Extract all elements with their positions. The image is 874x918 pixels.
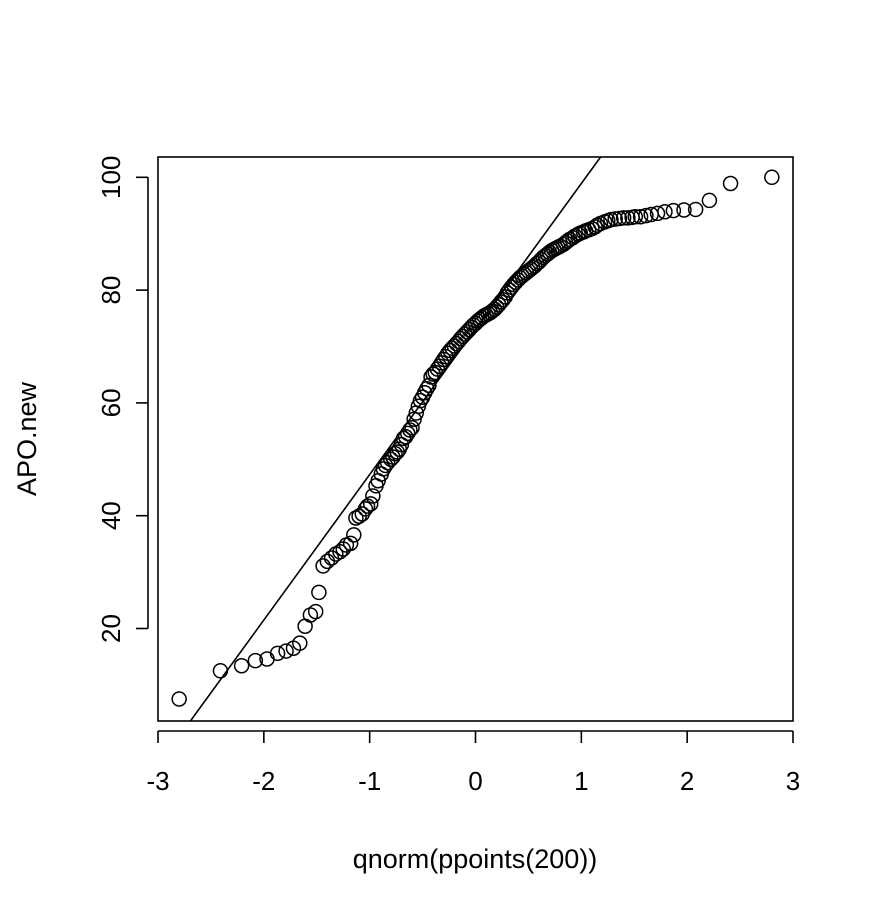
qq-reference-line [189,157,602,721]
data-point [362,496,379,512]
x-tick-label: -1 [358,766,381,796]
x-axis-title: qnorm(ppoints(200)) [353,844,598,874]
data-point [615,210,632,226]
x-tick-label: 3 [786,766,800,796]
data-point [247,652,264,669]
data-point [233,657,250,674]
y-axis-title: APO.new [12,381,42,496]
data-point [657,203,673,220]
reference-line-group [189,157,602,721]
data-point [421,377,437,394]
data-point [701,192,718,209]
y-tick-label: 20 [96,614,126,643]
data-point [342,535,359,552]
data-point [307,603,324,620]
y-tick-label: 40 [96,501,126,530]
x-tick-label: 2 [680,766,694,796]
data-point [676,202,692,218]
data-point [412,392,429,409]
data-point [311,584,327,601]
x-tick-label: 0 [468,766,482,796]
data-point [627,209,644,225]
data-point [764,169,780,186]
y-tick-label: 80 [96,276,126,305]
x-tick-label: -3 [146,766,169,796]
data-point [687,201,704,218]
data-point [359,498,376,514]
data-point [212,663,229,679]
y-axis: 20 40 60 80 100 [96,156,149,643]
data-point [269,645,286,662]
x-axis: -3 -2 -1 0 1 2 3 [146,730,800,796]
data-point [402,422,418,438]
data-point [292,635,308,651]
data-point [638,207,654,224]
points-group [171,169,780,707]
data-point [278,643,294,659]
data-point [171,691,187,707]
data-point [649,205,666,222]
data-point [665,202,682,219]
data-point [346,527,362,543]
data-point [632,209,649,225]
data-point [589,217,605,233]
data-point [389,444,405,460]
y-tick-label: 100 [96,156,126,199]
plot-frame [157,156,794,722]
y-tick-label: 60 [96,388,126,417]
x-tick-label: -2 [252,766,275,796]
data-point [365,488,381,504]
x-tick-label: 1 [574,766,588,796]
data-point [319,553,336,570]
data-point [722,175,739,192]
data-point [357,501,374,517]
data-point [315,558,331,574]
data-point [404,419,420,436]
